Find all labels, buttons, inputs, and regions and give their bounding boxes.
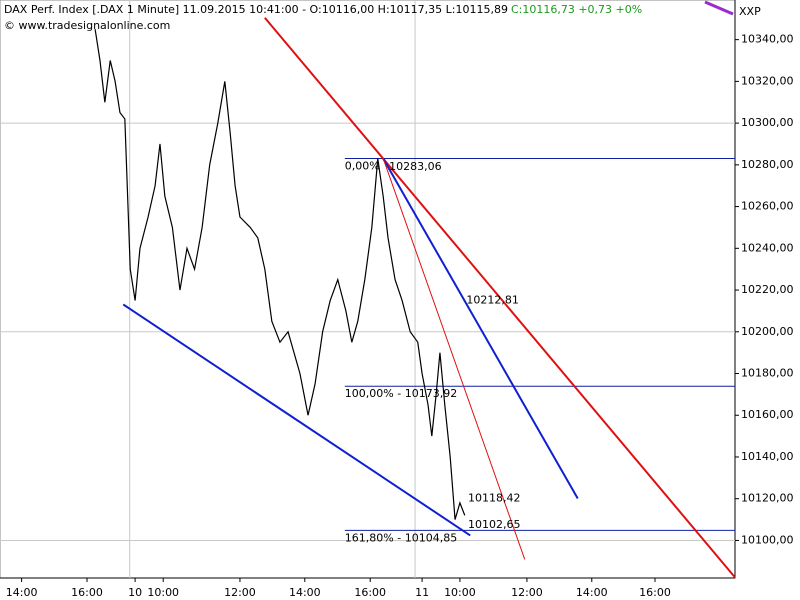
x-tick-label: 16:00 bbox=[639, 586, 671, 599]
y-tick-label: 10120,00 bbox=[741, 492, 794, 505]
corner-marker bbox=[704, 0, 734, 16]
fib-level-label: 0,00% bbox=[345, 159, 380, 172]
y-tick-label: 10300,00 bbox=[741, 116, 794, 129]
x-tick-label: 10:00 bbox=[147, 586, 179, 599]
chart-title: DAX Perf. Index [.DAX 1 Minute] 11.09.20… bbox=[4, 3, 642, 16]
y-tick-label: 10220,00 bbox=[741, 283, 794, 296]
y-tick-label: 10340,00 bbox=[741, 33, 794, 46]
x-tick-label: 12:00 bbox=[224, 586, 256, 599]
fib-level-label: 161,80% - 10104,85 bbox=[345, 531, 457, 544]
trendline bbox=[122, 303, 471, 537]
corner-label: XXP bbox=[739, 5, 761, 18]
annotation: 10102,65 bbox=[468, 518, 521, 531]
trendline bbox=[264, 17, 736, 579]
x-tick-label: 14:00 bbox=[6, 586, 38, 599]
y-tick-label: 10200,00 bbox=[741, 325, 794, 338]
y-tick-label: 10260,00 bbox=[741, 200, 794, 213]
price-line bbox=[94, 29, 466, 520]
title-ohlc: DAX Perf. Index [.DAX 1 Minute] 11.09.20… bbox=[4, 3, 508, 16]
x-tick-label: 10:00 bbox=[444, 586, 476, 599]
y-tick-label: 10140,00 bbox=[741, 450, 794, 463]
x-tick-label: 11 bbox=[415, 586, 429, 599]
y-tick-label: 10100,00 bbox=[741, 533, 794, 546]
annotation: 10212,81 bbox=[466, 293, 519, 306]
y-tick-label: 10240,00 bbox=[741, 241, 794, 254]
x-tick-label: 14:00 bbox=[289, 586, 321, 599]
x-tick-label: 14:00 bbox=[576, 586, 608, 599]
x-tick-label: 10 bbox=[128, 586, 142, 599]
annotation: 10118,42 bbox=[468, 492, 521, 505]
y-tick-label: 10180,00 bbox=[741, 367, 794, 380]
y-tick-label: 10320,00 bbox=[741, 74, 794, 87]
copyright: © www.tradesignalonline.com bbox=[4, 19, 170, 32]
x-tick-label: 16:00 bbox=[71, 586, 103, 599]
trendline bbox=[382, 158, 526, 560]
fib-level-label: 100,00% - 10173,92 bbox=[345, 387, 457, 400]
x-tick-label: 12:00 bbox=[511, 586, 543, 599]
trendline bbox=[382, 157, 579, 499]
y-tick-label: 10280,00 bbox=[741, 158, 794, 171]
annotation: 10283,06 bbox=[389, 160, 442, 173]
y-tick-label: 10160,00 bbox=[741, 408, 794, 421]
plot-frame bbox=[0, 0, 736, 579]
x-tick-label: 16:00 bbox=[354, 586, 386, 599]
title-close: C:10116,73 +0,73 +0% bbox=[511, 3, 642, 16]
